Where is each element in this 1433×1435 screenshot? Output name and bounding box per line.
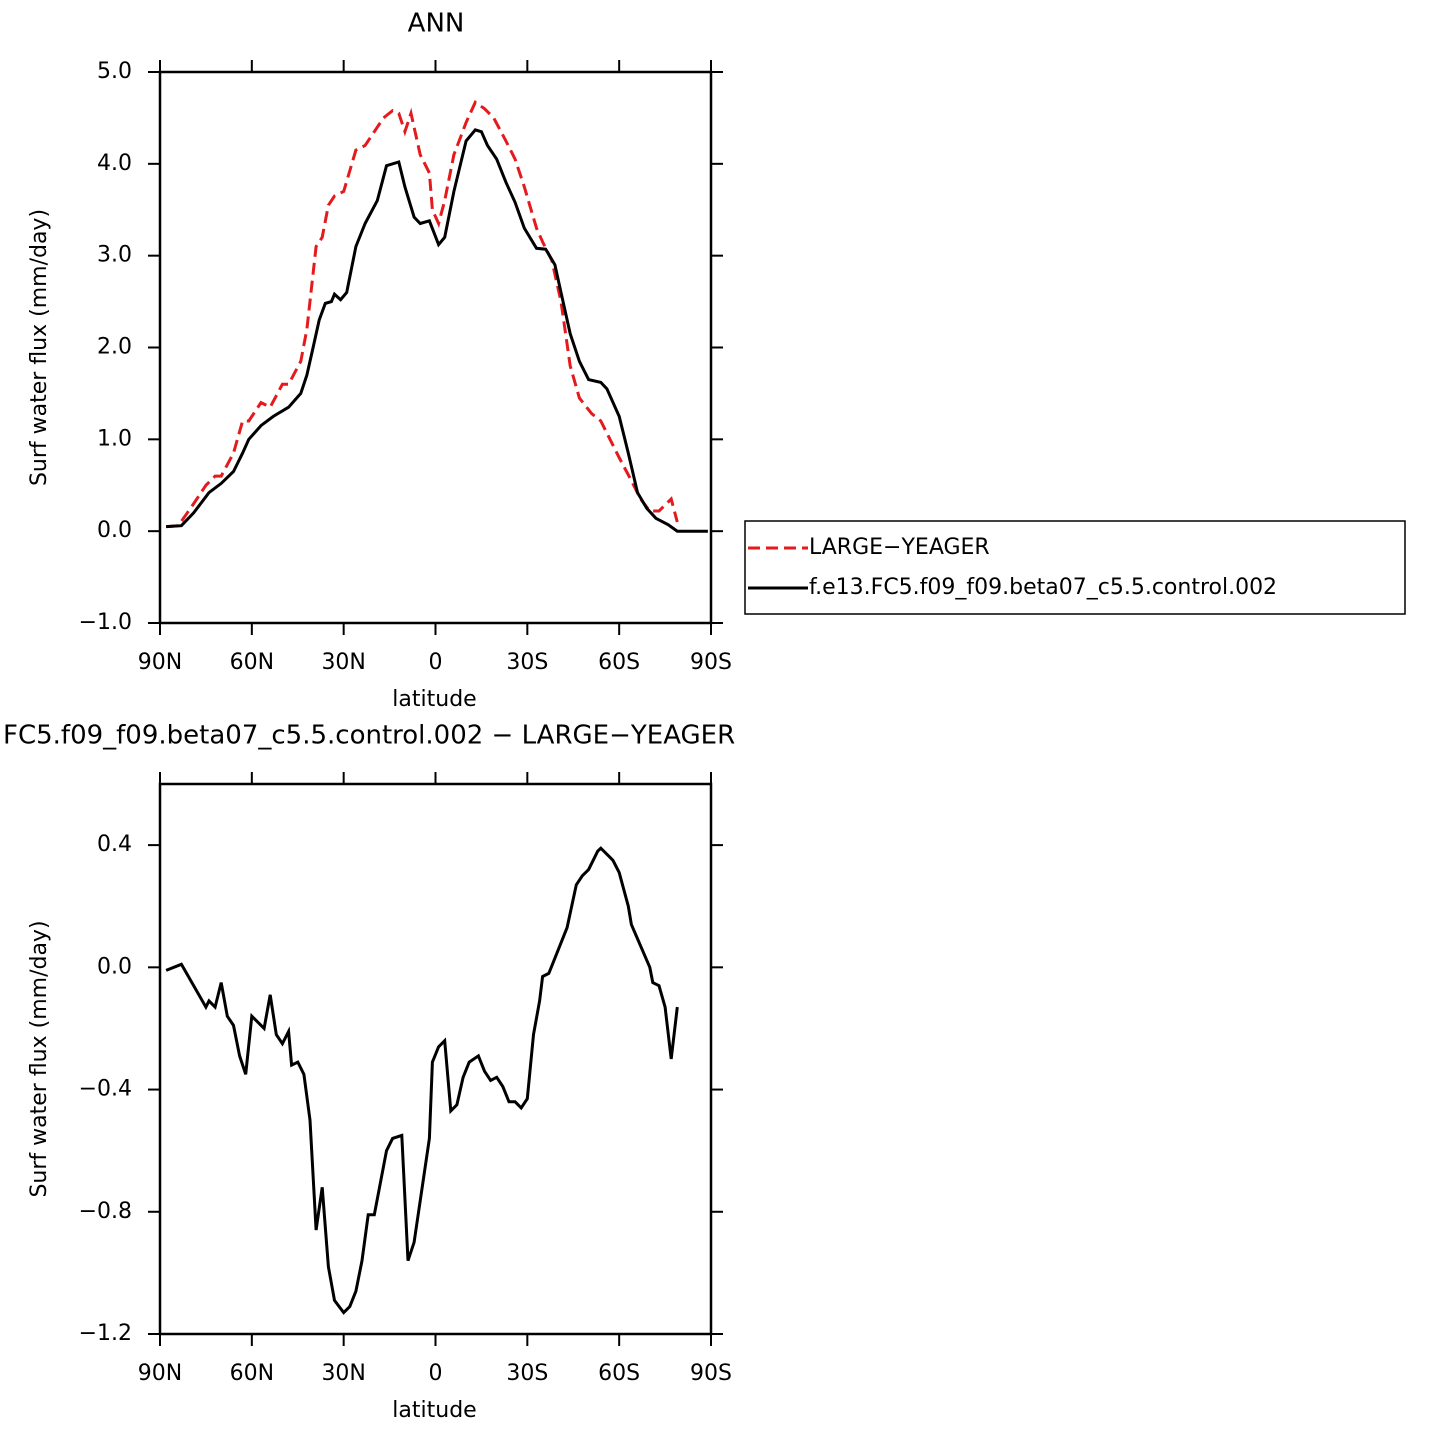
y-tick-label: −1.2 bbox=[79, 1321, 132, 1346]
data-line bbox=[165, 846, 679, 1315]
y-axis-label: Surf water flux (mm/day) bbox=[27, 209, 52, 486]
x-tick-label: 0 bbox=[429, 650, 443, 675]
x-tick-label: 30N bbox=[321, 650, 365, 675]
y-tick-label: 0.0 bbox=[97, 518, 132, 543]
y-tick-label: 1.0 bbox=[97, 426, 132, 451]
x-tick-label: 60S bbox=[598, 650, 640, 675]
y-tick-label: 0.4 bbox=[97, 832, 132, 857]
x-tick-label: 60S bbox=[598, 1361, 640, 1386]
y-tick-label: 2.0 bbox=[97, 335, 132, 360]
x-tick-label: 60N bbox=[230, 1361, 274, 1386]
x-tick-label: 90S bbox=[690, 650, 732, 675]
y-tick-label: 3.0 bbox=[97, 243, 132, 268]
data-line bbox=[166, 128, 708, 533]
y-tick-label: 5.0 bbox=[97, 59, 132, 84]
y-axis-label: Surf water flux (mm/day) bbox=[27, 920, 52, 1197]
legend-label: LARGE−YEAGER bbox=[809, 535, 990, 560]
x-tick-label: 30N bbox=[321, 1361, 365, 1386]
x-axis-label: latitude bbox=[392, 687, 476, 712]
y-tick-label: −1.0 bbox=[79, 610, 132, 635]
chart-title: ANN bbox=[408, 9, 465, 39]
x-tick-label: 30S bbox=[506, 1361, 548, 1386]
legend-box bbox=[744, 520, 1406, 615]
x-tick-label: 60N bbox=[230, 650, 274, 675]
x-tick-label: 90S bbox=[690, 1361, 732, 1386]
x-tick-label: 90N bbox=[138, 650, 182, 675]
y-tick-label: 4.0 bbox=[97, 151, 132, 176]
x-axis-label: latitude bbox=[392, 1398, 476, 1423]
x-tick-label: 0 bbox=[429, 1361, 443, 1386]
y-tick-label: 0.0 bbox=[97, 954, 132, 979]
y-tick-label: −0.4 bbox=[79, 1077, 132, 1102]
x-tick-label: 30S bbox=[506, 650, 548, 675]
data-line bbox=[165, 100, 679, 529]
x-tick-label: 90N bbox=[138, 1361, 182, 1386]
chart-title: FC5.f09_f09.beta07_c5.5.control.002 − LA… bbox=[3, 721, 735, 751]
legend-label: f.e13.FC5.f09_f09.beta07_c5.5.control.00… bbox=[809, 575, 1277, 600]
plot-frame bbox=[158, 70, 713, 625]
plot-frame bbox=[158, 782, 713, 1336]
y-tick-label: −0.8 bbox=[79, 1199, 132, 1224]
